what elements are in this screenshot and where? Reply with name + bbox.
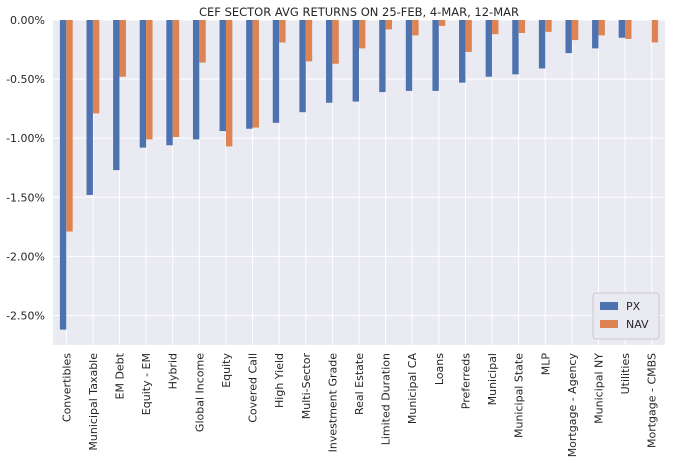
x-axis-ticks: Convertibles Municipal Taxable EM Debt Equi… (60, 352, 658, 457)
x-tick-label: Loans (433, 353, 446, 385)
x-tick-label: Equity - EM (140, 353, 153, 415)
bar-px (432, 20, 439, 91)
x-tick-label: Municipal CA (406, 353, 419, 425)
bar-nav (545, 20, 552, 32)
bar-nav (92, 20, 100, 114)
bar-px (405, 20, 413, 91)
x-tick-label: Hybrid (167, 353, 180, 389)
bar-px (538, 20, 546, 69)
bar-nav (492, 20, 499, 35)
x-tick-label: Covered Call (247, 353, 260, 423)
bar-nav (172, 20, 180, 137)
y-tick-label: 0.00% (10, 14, 45, 27)
bar-nav (252, 20, 259, 128)
bar-px (379, 20, 386, 93)
x-tick-label: Municipal Taxable (87, 353, 100, 451)
x-tick-label: Global Income (193, 353, 206, 432)
bar-nav (625, 20, 632, 39)
y-axis-ticks: 0.00% -0.50% -1.00% -1.50% -2.00% -2.50% (6, 14, 45, 322)
legend: PX NAV (592, 292, 660, 340)
bar-px (272, 20, 280, 123)
legend-label: NAV (626, 318, 649, 331)
x-tick-label: Municipal (486, 353, 499, 405)
x-tick-label: Real Estate (353, 353, 366, 415)
y-tick-label: -1.50% (6, 191, 45, 204)
y-tick-label: -2.50% (6, 309, 45, 322)
bar-px (592, 20, 599, 49)
bar-nav (438, 20, 446, 26)
x-tick-label: Convertibles (60, 353, 73, 422)
bar-nav (359, 20, 366, 49)
x-tick-label: Utilities (619, 353, 632, 395)
x-tick-label: Limited Duration (380, 353, 393, 445)
bar-nav (305, 20, 313, 62)
bar-nav (225, 20, 233, 147)
x-tick-label: Mortgage - CMBS (646, 353, 659, 448)
bar-px (299, 20, 306, 113)
bar-px (113, 20, 120, 171)
x-tick-label: Preferreds (459, 353, 472, 409)
x-tick-label: Equity (220, 353, 233, 388)
x-tick-label: Multi-Sector (300, 353, 313, 420)
bar-nav (465, 20, 472, 52)
bar-nav (571, 20, 579, 41)
y-tick-label: -0.50% (6, 73, 45, 86)
x-tick-label: Municipal State (513, 353, 526, 438)
legend-swatch-nav (600, 320, 618, 328)
bar-px (246, 20, 253, 129)
bar-nav (279, 20, 286, 43)
bar-nav (518, 20, 526, 33)
bar-nav (66, 20, 73, 232)
bar-px (352, 20, 359, 102)
legend-label: PX (626, 300, 641, 313)
bar-px (512, 20, 519, 75)
bar-px (219, 20, 226, 132)
bar-nav (385, 20, 393, 30)
bar-px (166, 20, 173, 146)
bar-px (192, 20, 200, 140)
legend-swatch-px (600, 302, 618, 310)
x-tick-label: High Yield (273, 353, 286, 408)
bar-nav (199, 20, 206, 63)
bar-nav (119, 20, 126, 77)
x-tick-label: MLP (539, 353, 552, 376)
x-tick-label: Investment Grade (326, 353, 339, 453)
chart-title: CEF SECTOR AVG RETURNS ON 25-FEB, 4-MAR,… (199, 5, 519, 19)
x-tick-label: Municipal NY (592, 353, 605, 424)
bar-nav (598, 20, 605, 36)
y-tick-label: -2.00% (6, 250, 45, 263)
y-tick-label: -1.00% (6, 132, 45, 145)
x-tick-label: EM Debt (114, 352, 127, 399)
bar-px (485, 20, 493, 77)
bar-nav (412, 20, 419, 36)
x-tick-label: Mortgage - Agency (566, 353, 579, 457)
bar-px (59, 20, 67, 330)
bar-px (565, 20, 572, 54)
bar-px (618, 20, 626, 38)
bar-nav (332, 20, 339, 64)
bars (59, 20, 659, 330)
bar-px (325, 20, 333, 103)
bar-nav (651, 20, 659, 43)
bar-px (459, 20, 466, 83)
bar-px (86, 20, 93, 195)
bar-px (139, 20, 147, 148)
bar-nav (146, 20, 153, 140)
